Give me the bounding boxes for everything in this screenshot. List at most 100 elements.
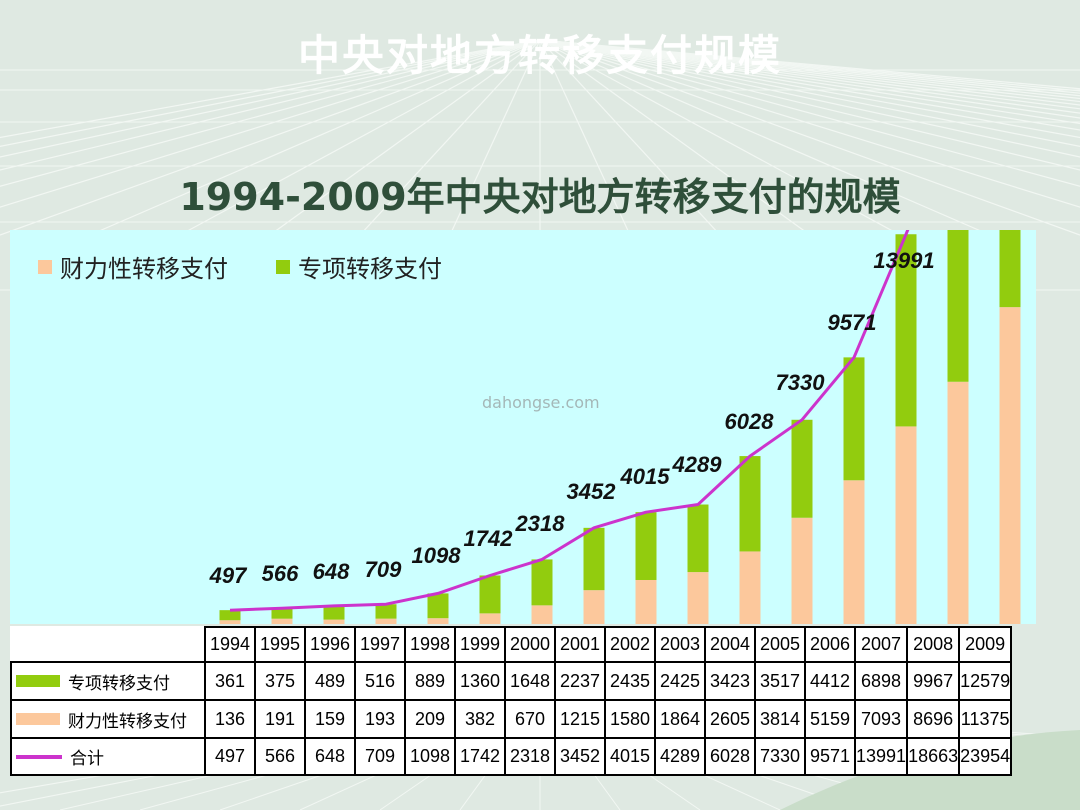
legend-swatch-general [38, 259, 52, 274]
bar-special-2007 [895, 234, 917, 427]
table-cell: 566 [254, 737, 306, 776]
table-cell: 3452 [554, 737, 606, 776]
legend-label-general: 财力性转移支付 [60, 255, 228, 283]
table-cell: 648 [304, 737, 356, 776]
line-total [229, 230, 910, 612]
bar-special-2009 [999, 230, 1021, 308]
table-cell: 489 [304, 661, 356, 701]
legend-item-general: 财力性转移支付 [38, 249, 228, 284]
bar-general-2005 [791, 517, 813, 624]
row-key-special [16, 675, 60, 687]
row-label-total: 合计 [70, 749, 104, 768]
bar-general-2006 [843, 480, 865, 624]
table-cell: 159 [304, 699, 356, 739]
bar-group [219, 230, 1021, 624]
table-cell: 709 [354, 737, 406, 776]
table-cell: 9571 [804, 737, 856, 776]
table-header-cell: 2004 [704, 626, 756, 663]
table-header-cell: 2006 [804, 626, 856, 663]
data-label-2003: 4289 [672, 452, 723, 477]
table-cell: 7093 [853, 699, 909, 739]
chart-title: 1994-2009年中央对地方转移支付的规模 [179, 175, 901, 219]
bar-general-1996 [323, 619, 345, 624]
table-cell: 3423 [704, 661, 756, 701]
bar-general-2007 [895, 426, 917, 624]
table-header-cell: 2000 [504, 626, 556, 663]
table-header-cell: 1998 [404, 626, 456, 663]
table-cell: 209 [404, 699, 456, 739]
table-header-cell: 2001 [554, 626, 606, 663]
table-cell: 2425 [654, 661, 706, 701]
table-header-cell: 2005 [754, 626, 806, 663]
table-cell: 9967 [906, 661, 961, 701]
table-cell: 1580 [604, 699, 656, 739]
bar-special-1994 [219, 610, 241, 621]
data-label-2005: 7330 [776, 370, 826, 395]
slide-title: 中央对地方转移支付规模 [297, 31, 782, 80]
bar-special-2005 [791, 419, 813, 518]
table-cell: 11375 [958, 699, 1013, 739]
table-cell: 2605 [704, 699, 756, 739]
bar-special-1997 [375, 604, 397, 619]
table-row-special: 专项转移支付 361 375 489 516 889 1360 1648 223… [10, 661, 1013, 701]
table-cell: 4015 [604, 737, 656, 776]
data-label-2002: 4015 [620, 464, 671, 489]
data-label-1999: 1742 [464, 526, 514, 551]
bar-special-1998 [427, 593, 449, 619]
row-head-special: 专项转移支付 [10, 661, 206, 701]
table-cell: 1864 [654, 699, 706, 739]
bar-special-1999 [479, 575, 501, 614]
table-cell: 6028 [704, 737, 756, 776]
table-row-general: 财力性转移支付 136 191 159 193 209 382 670 1215… [10, 699, 1013, 739]
bar-special-2004 [739, 456, 761, 552]
table-header-cell: 1996 [304, 626, 356, 663]
bar-special-2002 [635, 512, 657, 580]
data-label-2000: 2318 [515, 511, 566, 536]
table-cell: 1360 [454, 661, 506, 701]
table-cell: 889 [404, 661, 456, 701]
bar-general-1997 [375, 618, 397, 624]
table-cell: 5159 [804, 699, 856, 739]
legend-label-special: 专项转移支付 [298, 255, 442, 283]
bar-general-1998 [427, 618, 449, 624]
watermark: dahongse.com [482, 393, 600, 412]
bar-special-2000 [531, 559, 553, 606]
table-cell: 670 [504, 699, 556, 739]
table-cell: 1742 [454, 737, 506, 776]
data-label-2007: 13991 [873, 248, 934, 273]
bar-general-2009 [999, 307, 1021, 624]
table-cell: 1648 [504, 661, 556, 701]
row-head-general: 财力性转移支付 [10, 699, 206, 739]
bar-special-2008 [947, 230, 969, 382]
legend-swatch-special [276, 259, 290, 274]
bar-special-2003 [687, 504, 709, 573]
table-cell: 497 [204, 737, 256, 776]
bar-special-2001 [583, 527, 605, 591]
row-key-general [16, 713, 60, 725]
table-header-cell: 1999 [454, 626, 506, 663]
bar-general-1994 [219, 620, 241, 624]
bar-general-1999 [479, 613, 501, 624]
table-cell: 2318 [504, 737, 556, 776]
table-cell: 382 [454, 699, 506, 739]
row-label-general: 财力性转移支付 [68, 711, 187, 731]
row-key-total [16, 754, 62, 759]
table-cell: 4289 [654, 737, 706, 776]
table-header-cell: 2003 [654, 626, 706, 663]
bar-general-2000 [531, 605, 553, 624]
data-label-1994: 497 [209, 563, 248, 588]
table-header-cell: 1995 [254, 626, 306, 663]
table-header-cell: 1997 [354, 626, 406, 663]
data-label-2006: 9571 [828, 310, 877, 335]
bar-special-1995 [271, 608, 293, 619]
table-corner [11, 627, 206, 663]
table-cell: 7330 [754, 737, 806, 776]
data-label-2001: 3452 [567, 479, 617, 504]
table-cell: 4412 [804, 661, 856, 701]
data-label-1998: 1098 [412, 543, 462, 568]
row-head-total: 合计 [10, 737, 206, 776]
table-cell: 136 [204, 699, 256, 739]
data-label-2004: 6028 [725, 409, 775, 434]
table-cell: 23954 [958, 737, 1013, 776]
